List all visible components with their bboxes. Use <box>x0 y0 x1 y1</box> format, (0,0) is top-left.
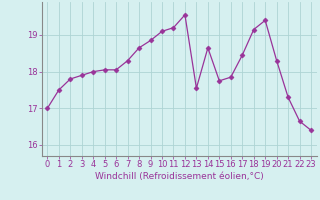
X-axis label: Windchill (Refroidissement éolien,°C): Windchill (Refroidissement éolien,°C) <box>95 172 264 181</box>
